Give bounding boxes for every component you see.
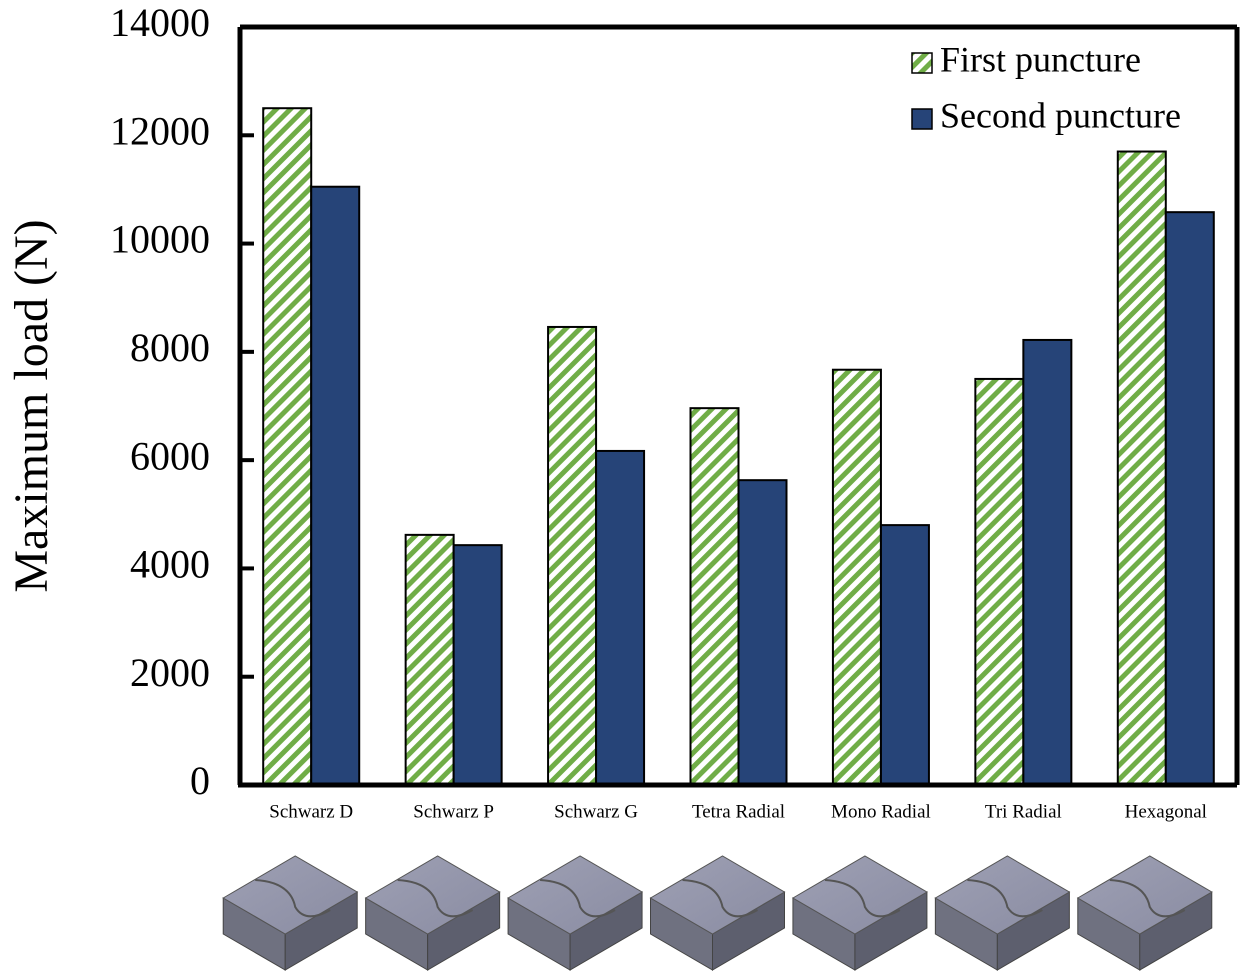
bar	[1116, 150, 1167, 786]
bar	[310, 185, 361, 786]
x-tick-label: Schwarz P	[413, 801, 494, 822]
block-dent	[967, 879, 1043, 918]
bar	[547, 325, 598, 786]
block-dent	[824, 879, 901, 918]
structure-image	[364, 855, 501, 971]
y-tick-label: 8000	[130, 325, 210, 370]
bar	[404, 533, 455, 786]
y-tick-label: 4000	[130, 542, 210, 587]
structure-image	[507, 855, 644, 971]
x-tick-label: Tri Radial	[985, 801, 1062, 822]
block-dent	[397, 879, 474, 918]
y-tick-label: 2000	[130, 650, 210, 695]
bar	[879, 524, 930, 786]
x-tick-label: Schwarz D	[269, 801, 353, 822]
bar	[831, 368, 882, 786]
bar	[737, 479, 788, 786]
bar	[1022, 338, 1073, 786]
block-dent	[540, 879, 616, 918]
bar	[595, 449, 646, 786]
structure-image	[649, 855, 786, 971]
y-axis-label: Maximum load (N)	[5, 219, 58, 592]
bar	[974, 377, 1025, 786]
x-tick-label: Mono Radial	[831, 801, 931, 822]
y-tick-label: 10000	[110, 217, 210, 262]
y-tick-label: 14000	[110, 0, 210, 45]
x-tick-label: Hexagonal	[1125, 801, 1207, 822]
bar	[1164, 211, 1215, 786]
bar	[262, 107, 313, 786]
x-tick-label: Tetra Radial	[692, 801, 785, 822]
structure-image	[791, 855, 928, 971]
y-tick-label: 12000	[110, 108, 210, 153]
legend-label: First puncture	[940, 39, 1141, 79]
block-dent	[1109, 879, 1186, 918]
bar	[689, 407, 740, 786]
structure-image	[222, 855, 359, 971]
legend-swatch	[911, 52, 933, 74]
structure-images	[222, 855, 1213, 971]
structure-image	[1076, 855, 1213, 971]
y-tick-label: 6000	[130, 433, 210, 478]
legend-swatch	[911, 108, 933, 130]
structure-image	[934, 855, 1071, 971]
block-dent	[682, 879, 758, 918]
x-tick-label: Schwarz G	[554, 801, 638, 822]
block-dent	[255, 879, 331, 918]
y-tick-label: 0	[190, 758, 210, 803]
legend-label: Second puncture	[940, 95, 1181, 135]
bar	[452, 544, 503, 787]
